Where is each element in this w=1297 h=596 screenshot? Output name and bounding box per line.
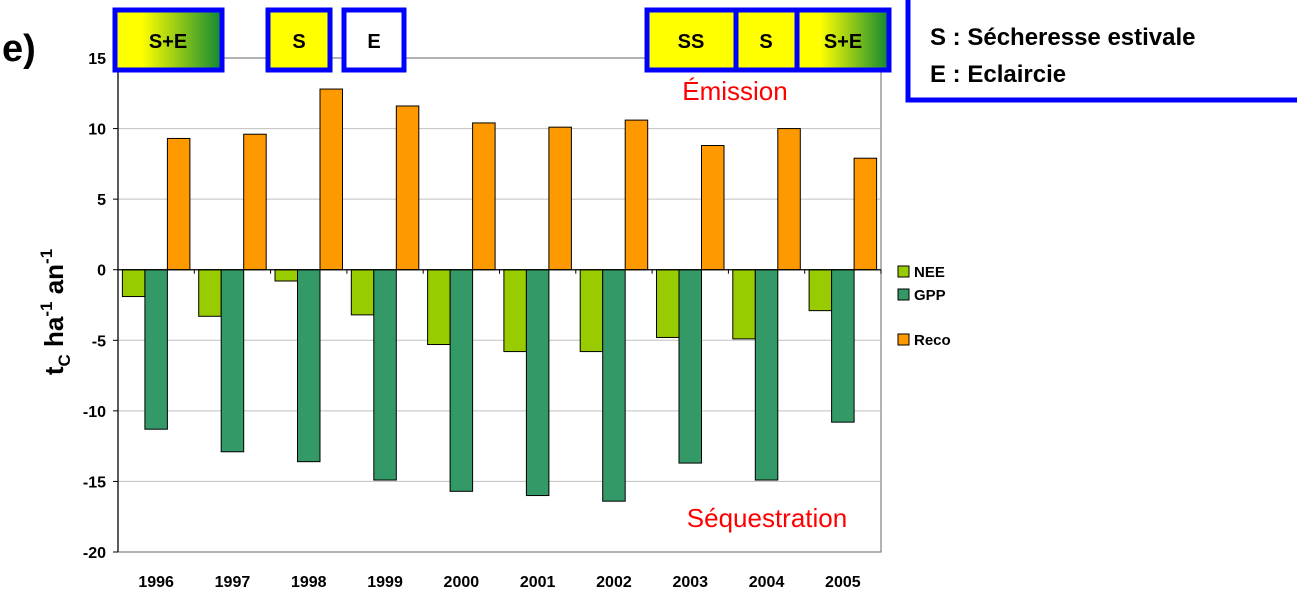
legend-label-gpp: GPP xyxy=(914,287,946,304)
bar-reco-2001 xyxy=(548,126,572,271)
y-tick-label: -20 xyxy=(83,545,106,562)
definitions-box: S : Sécheresse estivale E : Eclaircie xyxy=(905,0,1297,103)
bar-nee-2002 xyxy=(579,269,604,353)
bar-nee-2004 xyxy=(732,269,756,340)
bar-reco-2003 xyxy=(701,145,725,271)
bar-gpp-2004 xyxy=(754,269,779,481)
bar-reco-1996 xyxy=(166,137,191,271)
y-axis-title-sup1: -1 xyxy=(37,302,56,317)
bar-reco-2002 xyxy=(624,119,649,271)
event-boxes: S+E S E SS S S+E xyxy=(112,7,892,73)
x-tick-label: 1999 xyxy=(367,574,403,591)
bar-nee-1998 xyxy=(274,269,298,282)
event-label-2003: SS xyxy=(678,31,705,53)
y-axis-title-main: t xyxy=(39,366,69,375)
emission-annotation: Émission xyxy=(682,76,787,106)
event-box-1998 xyxy=(265,7,333,73)
legend-swatch-reco xyxy=(897,333,910,346)
y-axis-title-sub: C xyxy=(55,354,74,366)
y-tick-label: 5 xyxy=(97,192,106,209)
event-box-2004 xyxy=(733,7,800,73)
y-axis-title: tC ha-1 an-1 xyxy=(37,249,74,375)
bar-gpp-1997 xyxy=(220,269,245,453)
bar-gpp-1999 xyxy=(373,269,397,481)
bar-nee-2001 xyxy=(503,269,527,353)
y-tick-label: -10 xyxy=(83,404,106,421)
x-tick-label: 2004 xyxy=(749,574,785,591)
event-label-1996: S+E xyxy=(149,31,187,53)
event-label-2005: S+E xyxy=(824,31,862,53)
bar-reco-1997 xyxy=(243,133,267,271)
x-tick-label: 2002 xyxy=(596,574,632,591)
y-tick-label: 0 xyxy=(97,263,106,280)
bar-nee-2003 xyxy=(656,269,680,338)
x-tick-label: 1997 xyxy=(215,574,251,591)
legend-swatch-nee xyxy=(897,265,910,278)
bar-gpp-1996 xyxy=(144,269,168,430)
bar-nee-2005 xyxy=(808,269,833,312)
x-tick-label: 2005 xyxy=(825,574,861,591)
y-axis-title-sup2: -1 xyxy=(37,249,56,264)
event-box-1999 xyxy=(341,7,407,73)
y-axis-title-rest1: ha xyxy=(39,316,69,354)
x-tick-label: 2003 xyxy=(672,574,708,591)
bar-gpp-1998 xyxy=(297,269,321,463)
panel-label: e) xyxy=(2,28,36,70)
axes: 15 10 5 0 -5 -10 -15 -20 1996 1997 1998 1999 2000 200… xyxy=(83,51,882,591)
x-tick-label: 2000 xyxy=(444,574,480,591)
legend: NEE GPP Reco xyxy=(897,264,951,349)
bar-reco-1998 xyxy=(319,88,343,271)
legend-label-nee: NEE xyxy=(914,264,945,281)
bar-reco-1999 xyxy=(395,105,420,271)
bar-gpp-2002 xyxy=(602,269,626,502)
bar-gpp-2001 xyxy=(525,269,550,497)
y-tick-label: -15 xyxy=(83,474,106,491)
svg-text:tC ha-1 an-1: tC ha-1 an-1 xyxy=(37,249,74,375)
x-tick-label: 2001 xyxy=(520,574,556,591)
y-tick-label: 15 xyxy=(88,51,106,68)
definition-e: E : Eclaircie xyxy=(930,61,1066,88)
sequestration-annotation: Séquestration xyxy=(687,503,847,533)
bar-gpp-2003 xyxy=(678,269,702,464)
bar-reco-2000 xyxy=(472,122,496,271)
bar-nee-1996 xyxy=(121,269,146,298)
y-tick-label: 10 xyxy=(88,122,106,139)
bar-nee-1997 xyxy=(198,269,222,317)
y-tick-label: -5 xyxy=(92,333,106,350)
definition-s: S : Sécheresse estivale xyxy=(930,24,1196,51)
legend-swatch-gpp xyxy=(897,288,910,301)
bar-reco-2004 xyxy=(777,128,801,271)
bar-nee-1999 xyxy=(350,269,375,316)
bar-reco-2005 xyxy=(853,157,878,271)
event-label-1999: E xyxy=(367,31,380,53)
x-tick-label: 1996 xyxy=(138,574,174,591)
x-tick-label: 1998 xyxy=(291,574,327,591)
legend-label-reco: Reco xyxy=(914,332,951,349)
y-axis-title-rest2: an xyxy=(39,264,69,302)
bars xyxy=(121,88,878,502)
event-box-1996 xyxy=(112,7,225,73)
event-label-1998: S xyxy=(292,31,305,53)
event-box-2005 xyxy=(794,7,892,73)
bar-gpp-2000 xyxy=(449,269,474,492)
event-label-2004: S xyxy=(759,31,772,53)
bar-nee-2000 xyxy=(427,269,451,346)
bar-gpp-2005 xyxy=(831,269,855,423)
